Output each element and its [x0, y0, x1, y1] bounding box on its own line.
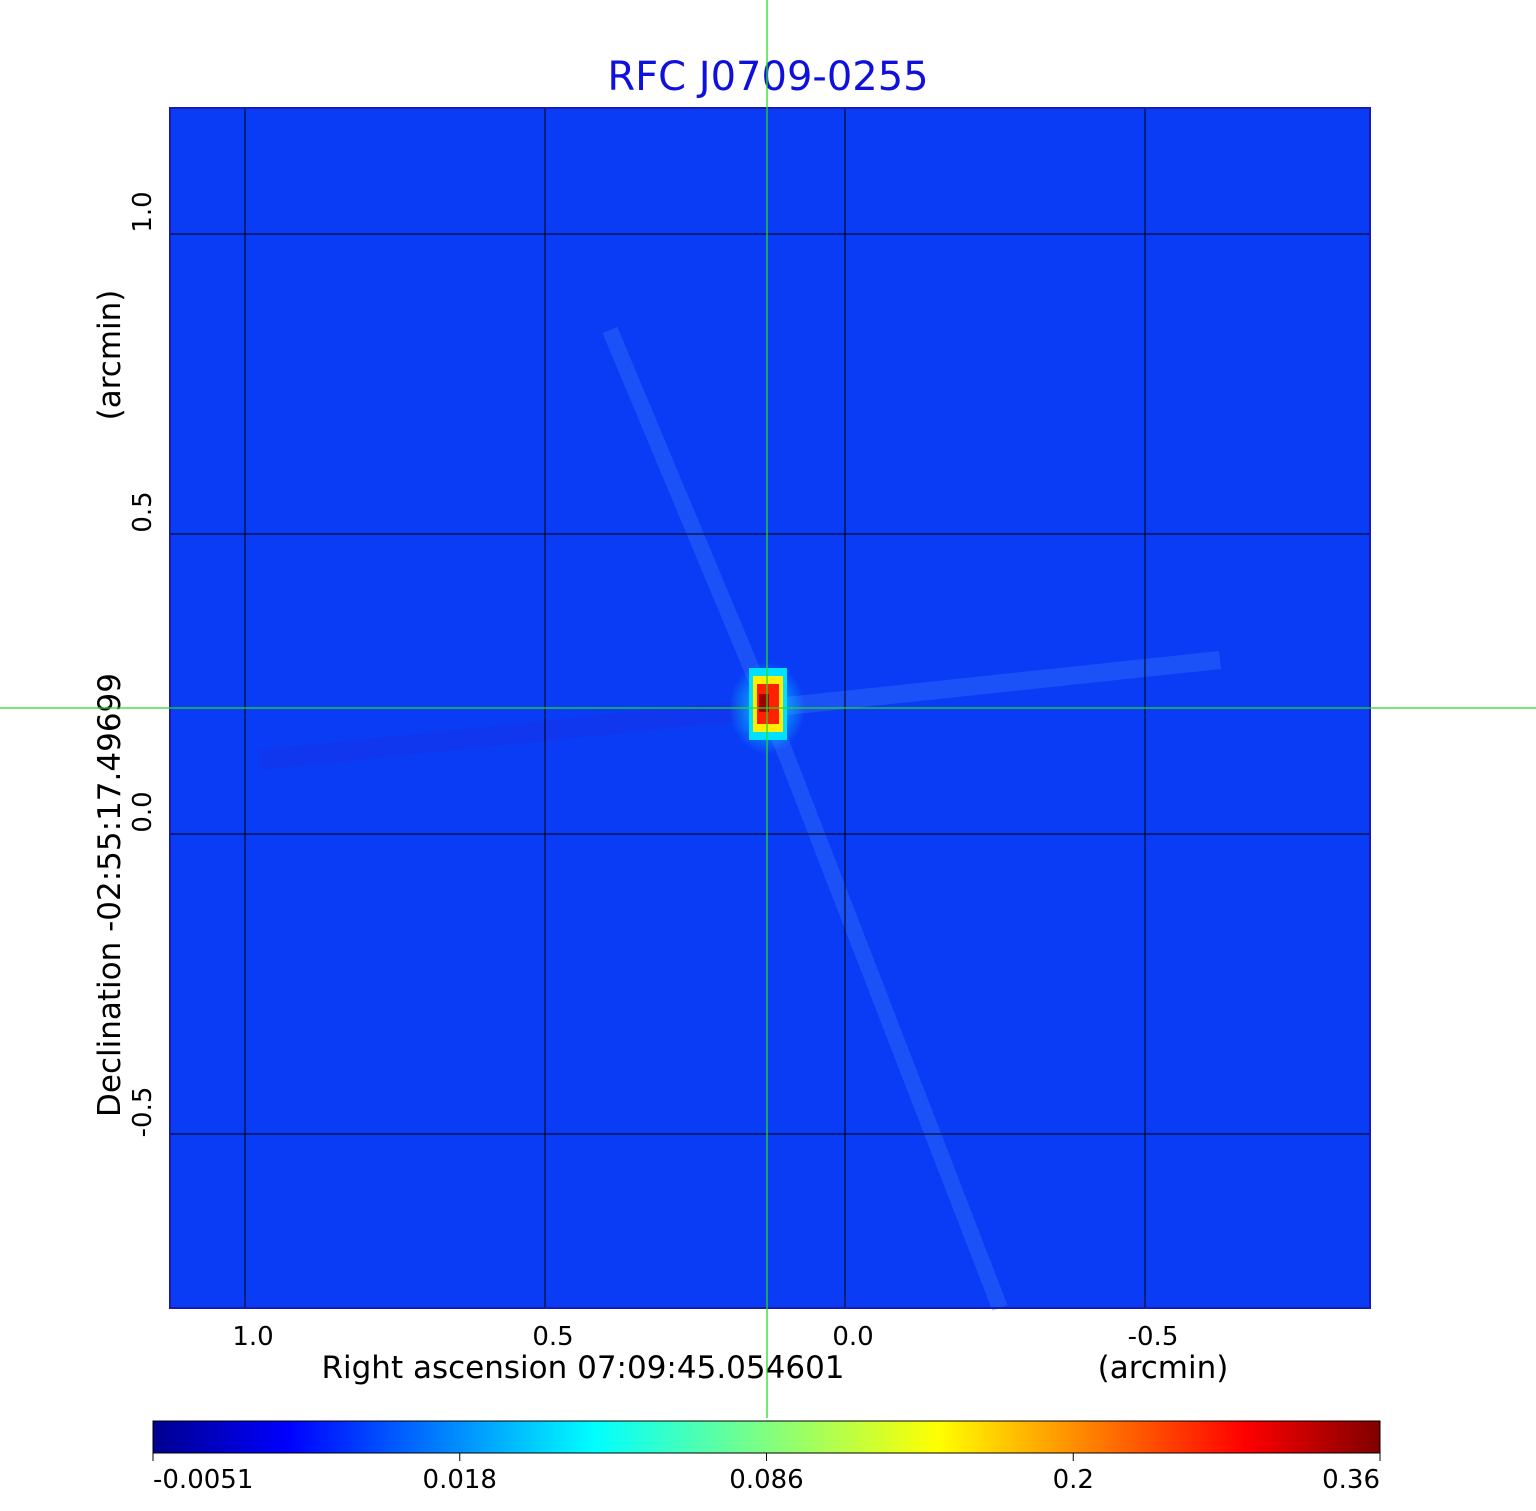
colorbar-tick-label: 0.36: [1322, 1465, 1380, 1495]
x-tick-label: -0.5: [1128, 1322, 1179, 1352]
colorbar: -0.0051 0.018 0.086 0.2 0.36: [152, 1420, 1381, 1495]
x-tick-labels: 1.0 0.5 0.0 -0.5: [232, 1322, 1178, 1352]
sidelobe-streaks: [258, 326, 1221, 1311]
y-axis-label: Declination -02:55:17.49699: [92, 673, 128, 1117]
colorbar-scale: [152, 1420, 1381, 1454]
colorbar-ticks: -0.0051 0.018 0.086 0.2 0.36: [152, 1453, 1381, 1495]
colorbar-tick-label: -0.0051: [153, 1465, 253, 1495]
x-tick-label: 0.5: [532, 1322, 573, 1352]
x-tick-label: 0.0: [832, 1322, 873, 1352]
x-tick-label: 1.0: [232, 1322, 273, 1352]
colorbar-tick-label: 0.086: [729, 1465, 803, 1495]
crosshair: [0, 0, 1536, 1418]
y-tick-label: -0.5: [128, 1087, 158, 1138]
x-axis-label: Right ascension 07:09:45.054601: [321, 1350, 844, 1386]
y-tick-label: 0.0: [128, 791, 158, 832]
y-axis-unit: (arcmin): [92, 290, 128, 421]
y-tick-labels: 1.0 0.5 0.0 -0.5: [128, 191, 158, 1137]
y-tick-label: 0.5: [128, 491, 158, 532]
colorbar-tick-label: 0.018: [423, 1465, 497, 1495]
chart-title: RFC J0709-0255: [607, 54, 928, 100]
colorbar-tick-label: 0.2: [1053, 1465, 1094, 1495]
y-tick-label: 1.0: [128, 191, 158, 232]
x-axis-unit: (arcmin): [1098, 1350, 1229, 1386]
source-core: [729, 662, 805, 754]
